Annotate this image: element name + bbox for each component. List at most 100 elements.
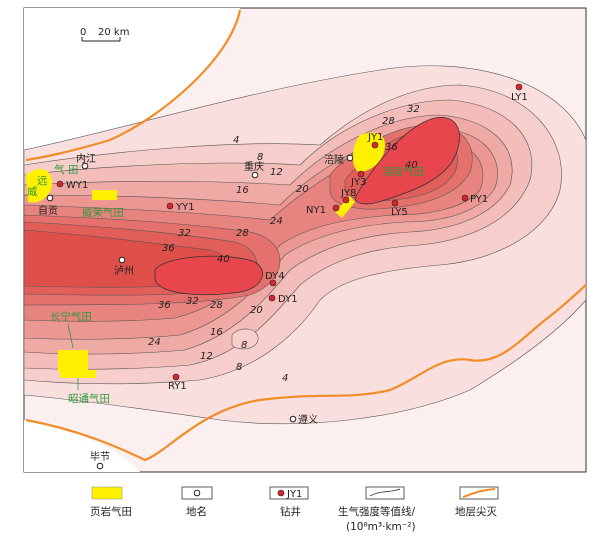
contour-label-36-b: 36	[158, 300, 171, 311]
contour-label-4: 4	[233, 135, 239, 146]
contour-label-8-b: 8	[241, 340, 247, 351]
contour-label-4-b: 4	[282, 373, 288, 384]
zone-outside-nw	[24, 8, 240, 160]
town-marker-bijie	[96, 462, 104, 470]
contour-label-16: 16	[236, 185, 249, 196]
town-label-bijie: 毕节	[90, 450, 110, 463]
contour-label-36-ne: 36	[385, 142, 398, 153]
town-marker-chongqing	[251, 171, 259, 179]
contour-label-36: 36	[162, 243, 175, 254]
legend-place-marker	[193, 489, 201, 497]
well-marker-ry1	[172, 373, 180, 381]
town-label-luzhou: 泸州	[114, 265, 134, 277]
contour-label-28-ne: 28	[382, 116, 395, 127]
legend-gas-field-label: 页岩气田	[90, 505, 132, 518]
gas-fields	[26, 132, 385, 378]
contour-label-8-c: 8	[236, 362, 242, 373]
towns: 内江 自贡 重庆 泸州 涪陵 遵义 毕节	[38, 152, 354, 470]
gas-label-weiyuan-a: 威	[27, 185, 38, 198]
well-marker-ly5	[391, 199, 399, 207]
well-marker-py1	[461, 194, 469, 202]
contour-label-12-b: 12	[200, 351, 213, 362]
town-marker-neijiang	[81, 162, 89, 170]
well-marker-dy1	[268, 294, 276, 302]
town-marker-zigong	[46, 194, 54, 202]
well-label-ly1: LY1	[511, 92, 528, 103]
contour-40-ne	[354, 117, 460, 205]
gas-field-weirong	[92, 190, 117, 200]
legend-contour-swatch	[365, 486, 405, 500]
gas-field-weiyuan	[26, 168, 53, 203]
town-marker-luzhou	[118, 256, 126, 264]
town-label-zunyi: 遵义	[298, 413, 318, 426]
contour-label-40: 40	[217, 254, 230, 265]
well-label-yy1: YY1	[175, 202, 195, 213]
well-label-jy8: JY8	[340, 188, 356, 199]
contour-label-16-b: 16	[210, 327, 223, 338]
contour-label-28-b: 28	[210, 300, 223, 311]
contour-label-32-b: 32	[186, 296, 199, 307]
well-label-py1: PY1	[470, 194, 488, 205]
legend-contour-label1: 生气强度等值线/	[338, 505, 415, 518]
well-label-dy1: DY1	[278, 294, 298, 305]
well-label-jy1: JY1	[367, 132, 383, 143]
contour-label-20: 20	[296, 184, 309, 195]
legend: 页岩气田 地名 JY1 钻井 生气强度等值线/ (10⁸m³·km⁻²) 地层尖…	[90, 486, 499, 533]
gas-label-fuling: 涪陵气田	[382, 165, 424, 178]
gas-label-weiyuan-b: 远	[37, 175, 48, 187]
town-marker-fuling	[346, 154, 354, 162]
legend-erosion-line	[462, 488, 496, 498]
contour-label-24: 24	[270, 216, 283, 227]
contour-label-32: 32	[178, 228, 191, 239]
gas-label-changning: 长宁气田	[50, 310, 92, 323]
well-marker-yy1	[166, 202, 174, 210]
legend-erosion-label: 地层尖灭	[455, 505, 497, 518]
contour-8-loop	[231, 328, 259, 350]
contour-label-20-b: 20	[250, 305, 263, 316]
contour-label-28: 28	[236, 228, 249, 239]
well-label-ny1: NY1	[306, 205, 326, 216]
well-marker-jy3	[357, 170, 365, 178]
gas-field-labels: 威 远 气 田 威荣气田 长宁气田 昭通气田 涪陵气田	[27, 163, 424, 405]
well-label-jy3: JY3	[350, 177, 366, 188]
erosion-line-north	[25, 9, 242, 162]
intensity-field	[24, 8, 586, 472]
gas-label-zhaotong: 昭通气田	[68, 392, 110, 405]
well-label-dy4: DY4	[265, 271, 285, 282]
zone-outside-sw	[24, 420, 140, 472]
scale-bar: 0 20 km	[80, 27, 129, 42]
legend-place-label: 地名	[186, 505, 207, 518]
well-marker-jy8	[342, 196, 350, 204]
town-label-fuling: 涪陵	[324, 153, 344, 166]
legend-contour-label2: (10⁸m³·km⁻²)	[346, 521, 416, 533]
gas-field-fuling-south	[335, 196, 355, 218]
well-marker-wy1	[56, 180, 64, 188]
legend-contour-line	[369, 488, 401, 497]
well-label-ry1: RY1	[168, 381, 187, 392]
gas-field-changning	[58, 350, 88, 372]
contour-label-8: 8	[257, 152, 263, 163]
wells: WY1 YY1 DY4 DY1 RY1 JY1 JY3 JY8 NY1 LY5 …	[56, 83, 528, 392]
well-marker-ly1	[515, 83, 523, 91]
well-marker-dy4	[269, 279, 277, 287]
legend-well-label: 钻井	[280, 505, 301, 518]
well-label-wy1: WY1	[66, 180, 88, 191]
legend-well-swatch	[269, 486, 309, 500]
legend-gas-field-swatch	[91, 486, 123, 500]
contour-label-32-ne: 32	[407, 104, 420, 115]
contour-label-40-ne: 40	[405, 160, 418, 171]
well-marker-jy1	[371, 141, 379, 149]
town-label-chongqing: 重庆	[244, 160, 264, 173]
town-marker-zunyi	[289, 415, 297, 423]
town-label-zigong: 自贡	[38, 204, 58, 217]
contour-40-central	[154, 255, 264, 296]
town-label-neijiang: 内江	[76, 152, 96, 165]
gas-label-weirong: 威荣气田	[82, 206, 124, 219]
gas-label-weiyuan-d: 田	[68, 164, 79, 176]
erosion-line-south	[25, 284, 587, 462]
scale-distance: 20 km	[98, 27, 129, 38]
legend-well-marker	[277, 489, 285, 497]
gas-label-weiyuan-c: 气	[54, 163, 65, 176]
